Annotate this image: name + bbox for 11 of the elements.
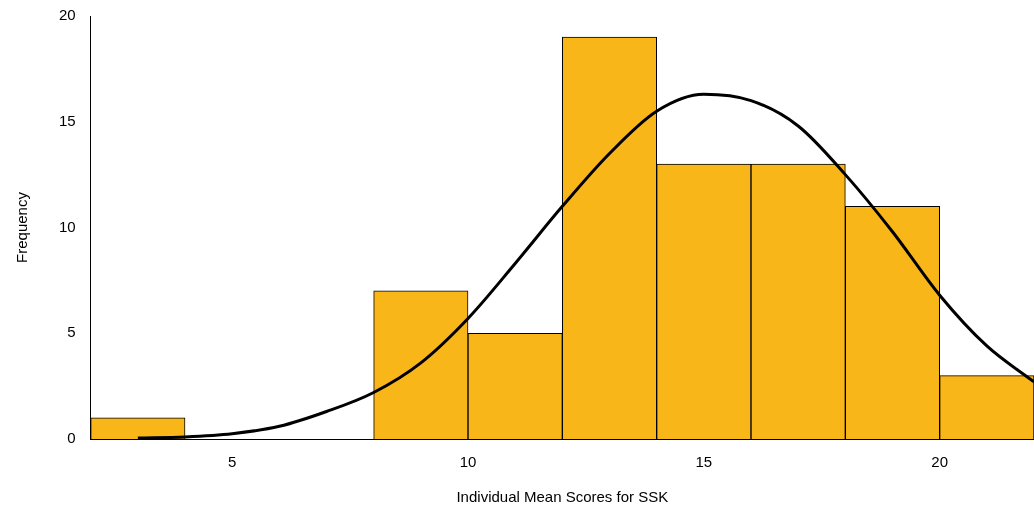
y-tick-label: 20 bbox=[59, 6, 76, 24]
x-tick-label: 20 bbox=[931, 453, 949, 471]
x-axis-title: Individual Mean Scores for SSK bbox=[456, 488, 669, 506]
y-tick-label: 5 bbox=[67, 323, 76, 341]
y-tick-label: 15 bbox=[59, 111, 76, 129]
y-axis-title: Frequency bbox=[13, 191, 31, 263]
y-tick-label: 10 bbox=[59, 217, 76, 235]
x-tick-label: 10 bbox=[459, 453, 477, 471]
x-tick-label: 15 bbox=[695, 453, 713, 471]
x-tick-label: 5 bbox=[228, 453, 237, 471]
y-tick-label: 0 bbox=[67, 429, 76, 447]
